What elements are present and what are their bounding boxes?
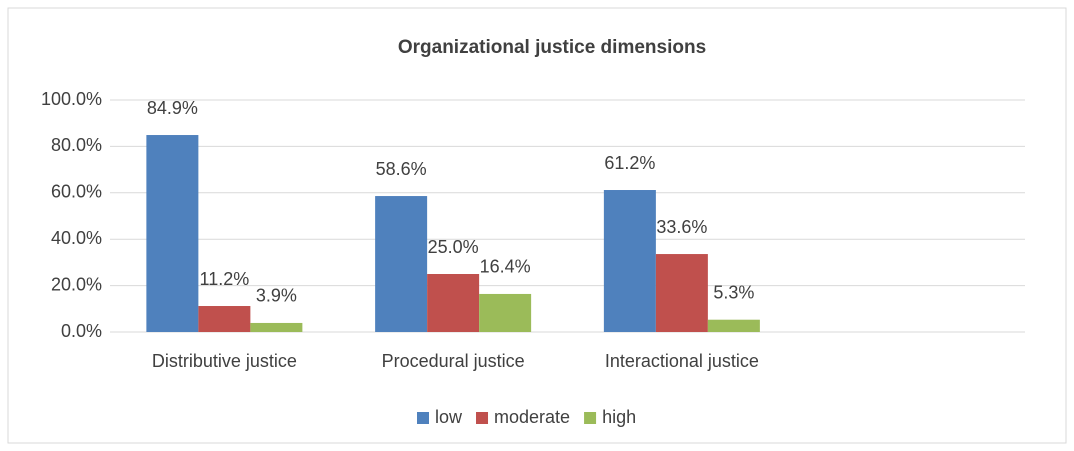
bar xyxy=(427,274,480,332)
legend-label: moderate xyxy=(494,407,570,427)
legend-swatch xyxy=(476,412,489,424)
legend-label: low xyxy=(435,407,463,427)
bar xyxy=(655,254,708,332)
data-label: 61.2% xyxy=(604,153,655,173)
bar xyxy=(479,293,532,332)
y-tick-label: 100.0% xyxy=(41,89,102,109)
data-label: 16.4% xyxy=(480,257,531,277)
data-label: 84.9% xyxy=(147,98,198,118)
data-label: 25.0% xyxy=(428,237,479,257)
legend-swatch xyxy=(417,412,429,424)
bar xyxy=(603,190,656,332)
y-tick-label: 0.0% xyxy=(61,321,102,341)
y-tick-label: 60.0% xyxy=(51,182,102,202)
data-label: 5.3% xyxy=(713,282,754,302)
data-label: 3.9% xyxy=(256,286,297,306)
y-tick-label: 80.0% xyxy=(51,135,102,155)
bar xyxy=(707,319,760,332)
data-label: 33.6% xyxy=(656,217,707,237)
x-tick-label: Interactional justice xyxy=(605,351,759,371)
legend-label: high xyxy=(602,407,636,427)
bar xyxy=(250,322,303,332)
data-label: 11.2% xyxy=(200,269,250,289)
legend-swatch xyxy=(584,412,597,424)
bar xyxy=(146,135,199,332)
x-tick-label: Procedural justice xyxy=(382,351,525,371)
data-label: 58.6% xyxy=(376,159,427,179)
chart-title: Organizational justice dimensions xyxy=(398,37,706,58)
y-tick-label: 40.0% xyxy=(51,228,102,248)
x-tick-label: Distributive justice xyxy=(152,351,297,371)
bar xyxy=(198,306,251,332)
y-tick-label: 20.0% xyxy=(51,274,102,294)
bar xyxy=(375,196,428,332)
